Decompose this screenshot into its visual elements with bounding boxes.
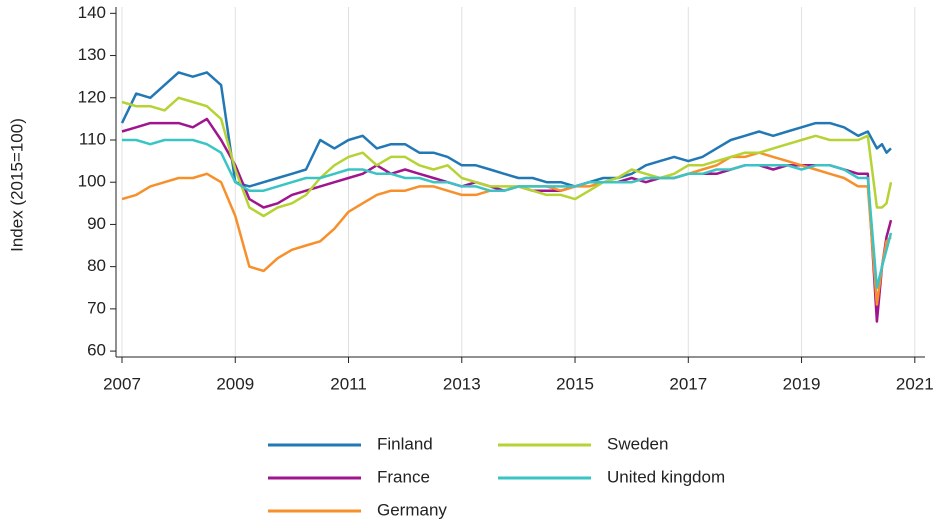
- x-tick-label: 2019: [783, 374, 821, 393]
- legend-label: Sweden: [607, 434, 668, 453]
- y-tick-label: 120: [78, 87, 106, 106]
- series-line: [122, 138, 893, 290]
- x-tick-label: 2009: [216, 374, 254, 393]
- y-tick-label: 60: [87, 341, 106, 360]
- y-tick-label: 80: [87, 256, 106, 275]
- y-axis-label: Index (2015=100): [7, 118, 26, 252]
- x-tick-label: 2021: [896, 374, 934, 393]
- legend-label: Finland: [377, 434, 433, 453]
- y-tick-label: 100: [78, 172, 106, 191]
- x-tick-label: 2007: [103, 374, 141, 393]
- x-tick-label: 2017: [669, 374, 707, 393]
- x-tick-label: 2011: [330, 374, 367, 393]
- legend-label: France: [377, 467, 430, 486]
- x-tick-label: 2013: [443, 374, 481, 393]
- y-tick-label: 130: [78, 45, 106, 64]
- series-line: [121, 96, 893, 218]
- y-tick-label: 70: [87, 298, 106, 317]
- y-tick-label: 90: [87, 214, 106, 233]
- series-line: [120, 71, 892, 188]
- legend-label: United kingdom: [607, 467, 725, 486]
- legend-label: Germany: [377, 500, 447, 519]
- y-tick-label: 110: [79, 129, 106, 148]
- y-tick-label: 140: [78, 3, 106, 22]
- x-tick-label: 2015: [556, 374, 594, 393]
